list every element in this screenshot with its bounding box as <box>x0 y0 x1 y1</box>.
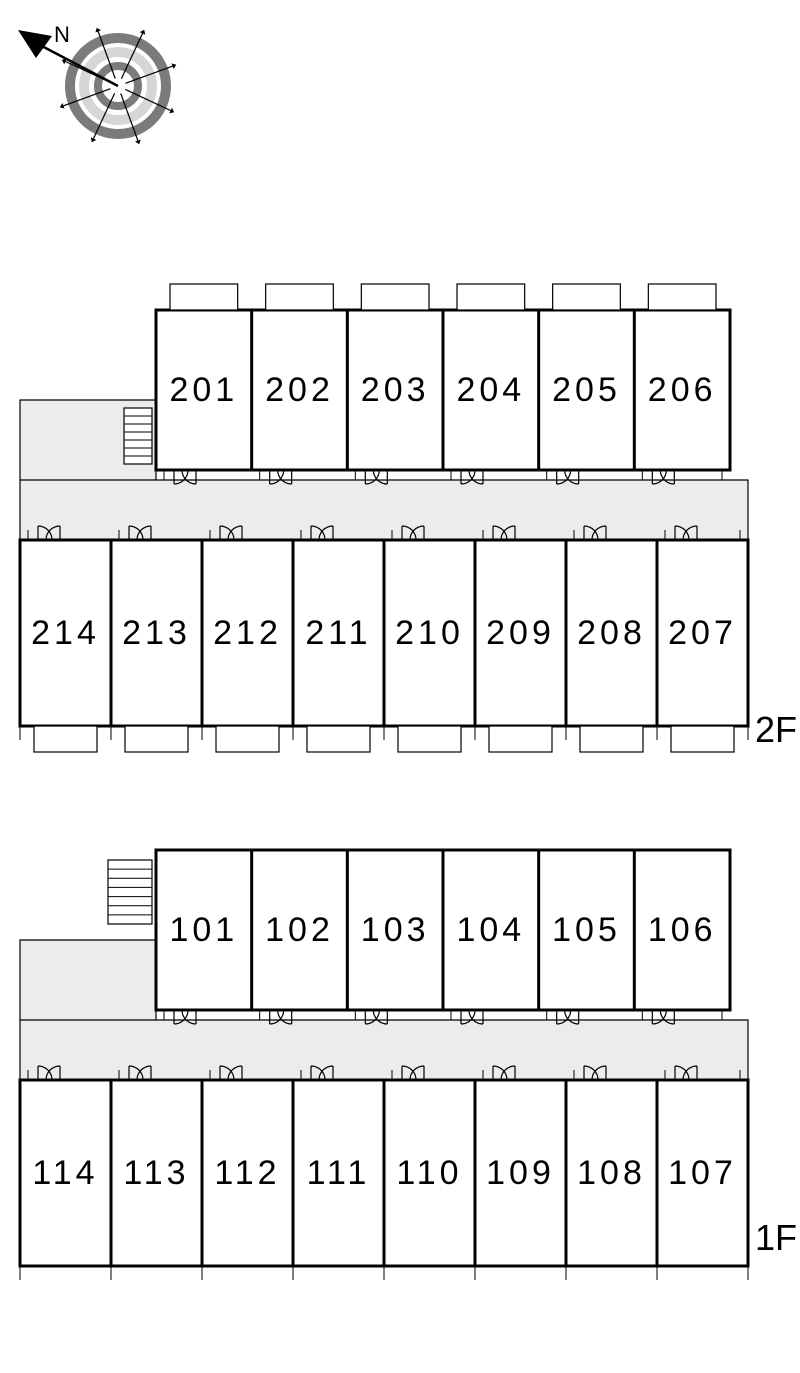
room-label: 206 <box>648 371 717 409</box>
room-label: 102 <box>265 911 334 949</box>
room-label: 208 <box>577 614 646 652</box>
room-label: 212 <box>213 614 282 652</box>
floor-label: 2F <box>755 709 797 750</box>
room-label: 112 <box>214 1154 280 1192</box>
room-label: 202 <box>265 371 334 409</box>
room-label: 104 <box>456 911 525 949</box>
room-label: 214 <box>31 614 100 652</box>
room-label: 107 <box>668 1154 737 1192</box>
room-label: 213 <box>122 614 191 652</box>
room-label: 108 <box>577 1154 646 1192</box>
floor-label: 1F <box>755 1217 797 1258</box>
floor-1F: 101 102 103 104 105 106 114 113 112 111 110 109 108 1… <box>20 850 797 1280</box>
room-label: 113 <box>123 1154 189 1192</box>
room-label: 209 <box>486 614 555 652</box>
room-label: 201 <box>169 371 238 409</box>
room-label: 203 <box>361 371 430 409</box>
room-label: 101 <box>169 911 238 949</box>
room-label: 211 <box>305 614 371 652</box>
room-label: 207 <box>668 614 737 652</box>
room-label: 106 <box>648 911 717 949</box>
room-label: 114 <box>32 1154 98 1192</box>
room-label: 105 <box>552 911 621 949</box>
room-label: 110 <box>396 1154 462 1192</box>
room-label: 111 <box>307 1154 371 1192</box>
room-label: 103 <box>361 911 430 949</box>
room-label: 205 <box>552 371 621 409</box>
room-label: 109 <box>486 1154 555 1192</box>
room-label: 210 <box>395 614 464 652</box>
compass-n-label: N <box>54 22 70 47</box>
room-label: 204 <box>456 371 525 409</box>
